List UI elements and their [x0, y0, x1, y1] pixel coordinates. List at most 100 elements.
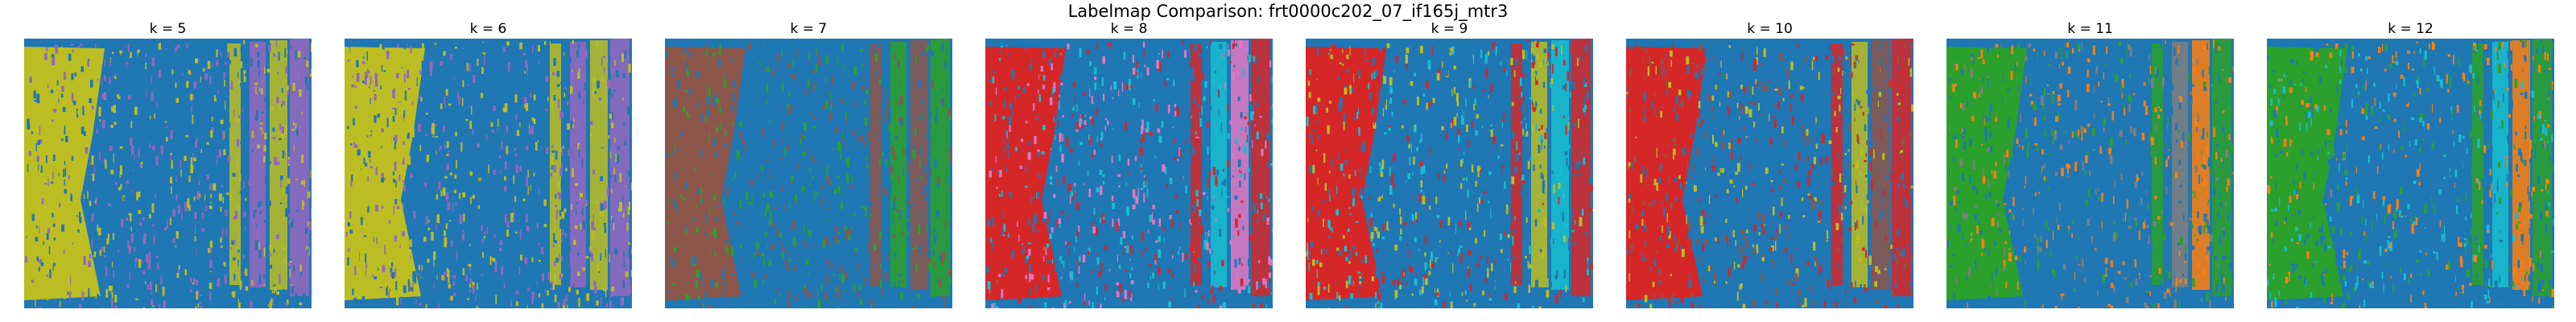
- label-speckle: [266, 114, 270, 119]
- label-speckle: [844, 134, 846, 139]
- label-speckle: [184, 269, 188, 276]
- label-speckle: [712, 47, 713, 49]
- label-speckle: [301, 111, 303, 115]
- label-speckle: [1201, 72, 1204, 80]
- label-speckle: [1360, 154, 1364, 158]
- label-speckle: [910, 305, 914, 308]
- label-speckle: [713, 108, 716, 113]
- label-speckle: [394, 246, 396, 250]
- label-speckle: [1201, 295, 1204, 299]
- label-speckle: [1541, 188, 1542, 192]
- label-speckle: [126, 119, 129, 125]
- label-speckle: [31, 213, 35, 221]
- label-speckle: [1123, 246, 1125, 256]
- label-speckle: [401, 122, 405, 126]
- label-speckle: [58, 173, 60, 177]
- label-speckle: [914, 127, 917, 136]
- label-speckle: [1482, 151, 1484, 162]
- label-speckle: [1468, 78, 1472, 88]
- label-speckle: [128, 215, 130, 222]
- label-speckle: [1752, 183, 1755, 185]
- label-speckle: [589, 133, 592, 137]
- label-speckle: [1831, 182, 1835, 185]
- label-speckle: [1067, 183, 1071, 192]
- label-speckle: [204, 195, 206, 200]
- label-speckle: [259, 211, 262, 214]
- label-speckle: [51, 54, 55, 57]
- label-speckle: [1203, 296, 1205, 307]
- label-speckle: [613, 167, 616, 175]
- label-speckle: [949, 213, 952, 217]
- label-speckle: [814, 81, 816, 86]
- label-speckle: [727, 248, 729, 257]
- label-speckle: [1042, 85, 1045, 89]
- label-speckle: [91, 239, 93, 248]
- label-speckle: [233, 109, 235, 117]
- label-speckle: [106, 182, 109, 192]
- label-speckle: [765, 99, 766, 102]
- label-speckle: [686, 69, 689, 76]
- label-speckle: [209, 241, 213, 248]
- label-speckle: [1010, 54, 1013, 60]
- label-speckle: [47, 179, 49, 187]
- label-speckle: [819, 162, 824, 167]
- label-speckle: [447, 125, 449, 134]
- label-speckle: [1321, 298, 1323, 300]
- label-speckle: [1675, 234, 1677, 244]
- label-speckle: [485, 110, 487, 113]
- label-speckle: [820, 283, 823, 291]
- label-speckle: [667, 196, 669, 203]
- label-speckle: [831, 180, 832, 185]
- label-speckle: [394, 161, 397, 171]
- label-speckle: [497, 118, 499, 127]
- label-speckle: [427, 227, 431, 231]
- label-speckle: [40, 262, 44, 266]
- label-speckle: [1057, 213, 1059, 217]
- label-speckle: [46, 275, 48, 278]
- label-speckle: [41, 77, 44, 86]
- label-speckle: [218, 193, 222, 201]
- label-speckle: [1779, 224, 1781, 233]
- label-speckle: [779, 202, 782, 209]
- label-speckle: [729, 230, 733, 234]
- label-speckle: [766, 266, 769, 275]
- label-speckle: [904, 191, 906, 193]
- label-speckle: [1446, 67, 1449, 76]
- label-speckle: [1415, 140, 1418, 145]
- label-speckle: [1190, 69, 1193, 79]
- label-speckle: [576, 196, 579, 201]
- label-speckle: [1769, 79, 1771, 83]
- label-speckle: [1324, 183, 1327, 191]
- label-speckle: [199, 193, 201, 198]
- label-speckle: [735, 171, 737, 179]
- label-speckle: [1893, 254, 1897, 261]
- label-speckle: [283, 258, 287, 264]
- label-speckle: [1198, 103, 1200, 108]
- label-speckle: [1162, 60, 1165, 68]
- label-speckle: [790, 181, 793, 184]
- label-speckle: [1541, 125, 1543, 130]
- label-speckle: [1476, 203, 1479, 213]
- label-speckle: [1496, 124, 1497, 128]
- label-speckle: [1538, 144, 1541, 154]
- label-speckle: [69, 98, 72, 105]
- label-speckle: [721, 294, 724, 301]
- label-speckle: [49, 218, 52, 222]
- label-speckle: [1060, 211, 1064, 215]
- label-speckle: [864, 141, 866, 144]
- label-speckle: [154, 114, 155, 119]
- label-speckle: [1554, 47, 1558, 56]
- label-speckle: [1108, 270, 1112, 279]
- label-speckle: [228, 155, 231, 162]
- label-speckle: [1641, 219, 1644, 226]
- label-speckle: [287, 299, 289, 305]
- label-speckle: [986, 266, 989, 273]
- label-speckle: [271, 290, 273, 295]
- label-speckle: [454, 47, 457, 49]
- label-speckle: [1022, 86, 1026, 93]
- label-speckle: [1113, 242, 1115, 247]
- label-speckle: [846, 158, 850, 167]
- label-speckle: [1514, 166, 1517, 173]
- label-speckle: [1009, 159, 1010, 166]
- label-speckle: [251, 130, 254, 138]
